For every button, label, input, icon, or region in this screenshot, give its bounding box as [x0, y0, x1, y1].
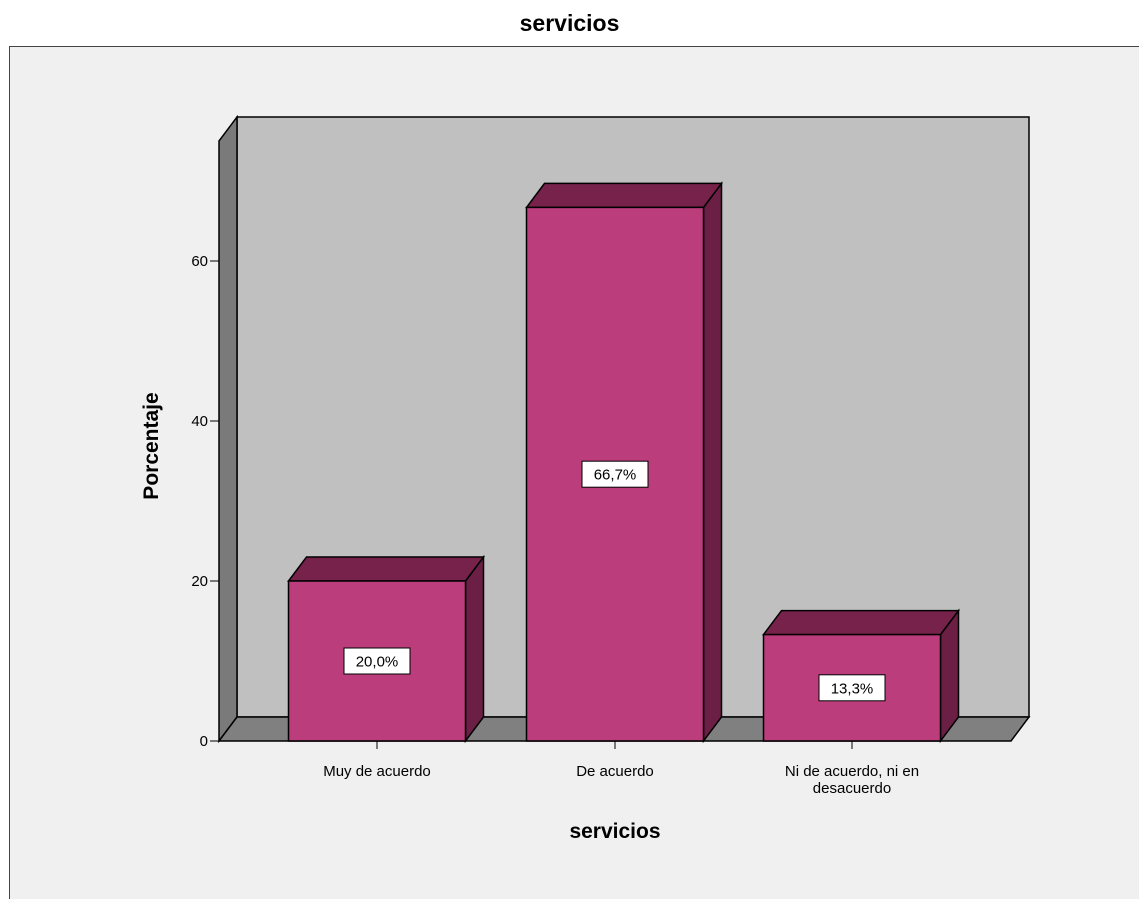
x-axis-title: servicios [569, 820, 660, 843]
x-tick-label: desacuerdo [813, 780, 891, 797]
y-axis-title: Porcentaje [140, 392, 163, 499]
data-label: 13,3% [831, 680, 874, 697]
data-label: 20,0% [356, 654, 399, 671]
y-tick-label: 60 [191, 253, 208, 270]
y-tick-label: 20 [191, 573, 208, 590]
data-label-box [343, 647, 411, 675]
data-label: 66,7% [594, 467, 637, 484]
side-wall [218, 114, 238, 744]
bar-top [525, 182, 723, 209]
data-label-box [818, 674, 886, 702]
bar-side [464, 554, 485, 744]
x-tick-label: Ni de acuerdo, ni en [785, 763, 919, 780]
data-label-box [581, 460, 649, 488]
bar-top [762, 609, 960, 636]
y-tick-label: 0 [200, 733, 208, 750]
x-tick-label: Muy de acuerdo [323, 763, 431, 780]
y-tick-label: 40 [191, 413, 208, 430]
x-tick-label: De acuerdo [576, 763, 654, 780]
bar-side [702, 181, 723, 744]
bar-top [287, 556, 485, 582]
chart-title: servicios [519, 10, 620, 36]
